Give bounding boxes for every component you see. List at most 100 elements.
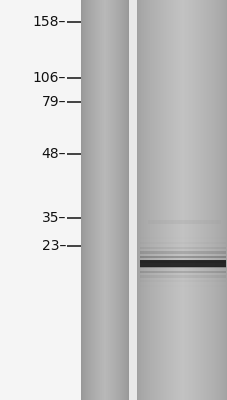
Bar <box>107 0 108 400</box>
Bar <box>202 0 203 400</box>
Bar <box>87 0 88 400</box>
Bar <box>154 0 155 400</box>
Bar <box>209 0 210 400</box>
Bar <box>93 0 94 400</box>
Bar <box>120 0 121 400</box>
Bar <box>145 0 146 400</box>
Bar <box>216 0 218 400</box>
Bar <box>121 0 122 400</box>
Bar <box>101 0 102 400</box>
Bar <box>122 0 123 400</box>
Bar <box>190 0 191 400</box>
Bar <box>226 0 227 400</box>
Bar <box>103 0 104 400</box>
Bar <box>127 0 128 400</box>
Bar <box>81 0 82 400</box>
Bar <box>207 0 208 400</box>
Bar <box>94 0 95 400</box>
Bar <box>106 0 107 400</box>
Bar <box>121 0 122 400</box>
Bar <box>189 0 190 400</box>
Bar <box>96 0 97 400</box>
Bar <box>117 0 118 400</box>
Bar <box>178 0 179 400</box>
Bar <box>116 0 117 400</box>
Bar <box>83 0 84 400</box>
Bar <box>186 0 187 400</box>
Bar <box>175 0 176 400</box>
Text: 79–: 79– <box>42 95 66 109</box>
Bar <box>103 0 104 400</box>
Bar <box>171 0 172 400</box>
Bar <box>194 0 195 400</box>
Bar <box>148 0 149 400</box>
Bar <box>212 0 213 400</box>
Bar <box>158 0 159 400</box>
Bar <box>115 0 116 400</box>
Bar <box>207 0 209 400</box>
Bar <box>128 0 136 400</box>
Bar <box>164 0 165 400</box>
Bar <box>140 256 225 258</box>
Bar <box>166 0 167 400</box>
Bar <box>118 0 119 400</box>
Bar <box>220 0 221 400</box>
Bar <box>160 0 161 400</box>
Bar <box>111 0 112 400</box>
Bar <box>105 0 106 400</box>
Bar <box>91 0 92 400</box>
Bar <box>183 0 184 400</box>
Bar <box>198 0 200 400</box>
Bar <box>169 0 170 400</box>
Bar <box>176 0 178 400</box>
Bar <box>208 0 209 400</box>
Bar <box>140 290 225 292</box>
Bar <box>140 276 225 278</box>
Bar <box>116 0 117 400</box>
Bar <box>140 280 225 282</box>
Bar <box>150 0 151 400</box>
Bar <box>126 0 127 400</box>
Bar <box>137 0 138 400</box>
Bar <box>112 0 113 400</box>
Bar <box>95 0 96 400</box>
Bar <box>86 0 87 400</box>
Bar <box>184 0 185 400</box>
Bar <box>193 0 194 400</box>
Bar <box>145 0 146 400</box>
Bar <box>195 0 196 400</box>
Bar <box>188 0 189 400</box>
Bar <box>97 0 98 400</box>
Bar <box>225 0 227 400</box>
Bar <box>114 0 115 400</box>
Bar <box>100 0 101 400</box>
Bar <box>191 0 193 400</box>
Bar <box>196 0 197 400</box>
Bar <box>180 0 181 400</box>
Bar <box>85 0 86 400</box>
Bar <box>84 0 85 400</box>
Bar <box>151 0 153 400</box>
Bar <box>162 0 163 400</box>
Bar <box>213 0 214 400</box>
Bar <box>127 0 128 400</box>
Bar <box>104 0 105 400</box>
Bar <box>123 0 124 400</box>
Bar <box>188 0 190 400</box>
Bar <box>170 0 171 400</box>
Bar <box>140 242 225 244</box>
Bar <box>85 0 86 400</box>
Text: 35–: 35– <box>42 211 66 225</box>
Bar <box>147 0 148 400</box>
Bar <box>126 0 127 400</box>
Bar <box>140 271 225 273</box>
Bar <box>92 0 93 400</box>
Bar <box>87 0 88 400</box>
Bar <box>220 0 221 400</box>
Bar <box>179 0 180 400</box>
Bar <box>119 0 120 400</box>
Bar <box>168 0 169 400</box>
Bar <box>124 0 125 400</box>
Bar <box>161 0 162 400</box>
Bar <box>177 0 178 400</box>
